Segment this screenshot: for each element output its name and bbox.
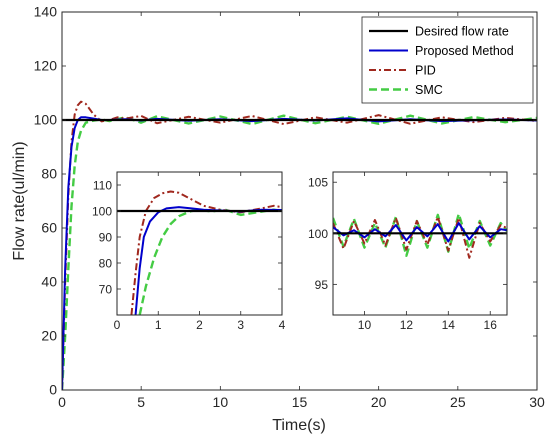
inset-1-x-tick-label: 0 (114, 318, 121, 332)
legend-label-pid: PID (415, 64, 436, 78)
main-x-tick-label: 5 (137, 394, 145, 410)
main-y-tick-label: 100 (34, 112, 58, 128)
main-x-tick-label: 30 (529, 394, 545, 410)
main-x-tick-label: 20 (371, 394, 387, 410)
inset-2-proposed-line (333, 222, 507, 243)
main-y-tick-label: 80 (41, 166, 57, 182)
main-y-tick-label: 0 (49, 382, 57, 398)
inset-2-x-tick-label: 14 (442, 318, 456, 332)
inset-2-y-tick-label: 100 (308, 227, 328, 241)
legend-label-desired: Desired flow rate (415, 25, 509, 39)
inset-1-x-tick-label: 4 (279, 318, 286, 332)
inset-1-x-tick-label: 2 (196, 318, 203, 332)
inset-1-series-group (117, 190, 282, 315)
main-x-tick-label: 15 (292, 394, 308, 410)
inset-1-x-tick-label: 1 (155, 318, 162, 332)
main-smc-line (62, 114, 537, 390)
main-x-tick-label: 0 (58, 394, 66, 410)
main-y-tick-label: 40 (41, 274, 57, 290)
main-y-tick-label: 20 (41, 328, 57, 344)
main-x-tick-label: 10 (213, 394, 229, 410)
inset-1-x-tick-label: 3 (237, 318, 244, 332)
inset-1-y-tick-label: 70 (99, 283, 113, 297)
inset-1-ticks: 0 1 2 3 4 70 80 90 100 110 (92, 172, 286, 332)
inset-2-x-tick-label: 10 (358, 318, 372, 332)
main-y-tick-label: 120 (34, 58, 58, 74)
inset-2-frame (332, 171, 508, 316)
inset-2-x-tick-label: 16 (484, 318, 498, 332)
inset-2-area (333, 172, 507, 315)
inset-1-y-tick-label: 110 (93, 179, 112, 193)
inset-2-y-tick-label: 105 (308, 176, 328, 190)
legend-label-smc: SMC (415, 83, 443, 97)
legend-label-proposed: Proposed Method (415, 44, 514, 58)
inset-2-ticks: 10 12 14 16 95 100 105 (308, 172, 507, 332)
main-y-tick-label: 140 (34, 4, 58, 20)
main-series-group (62, 100, 537, 390)
inset-1-y-tick-label: 100 (92, 205, 112, 219)
legend: Desired flow rate Proposed Method PID SMC (361, 16, 534, 104)
x-axis-label: Time(s) (272, 417, 326, 434)
inset-2-series-group (333, 212, 507, 259)
inset-1-y-tick-label: 90 (99, 231, 113, 245)
inset-2-x-tick-label: 12 (400, 318, 414, 332)
legend-items: Desired flow rate Proposed Method PID SMC (369, 25, 514, 97)
inset-1-y-tick-label: 80 (99, 257, 113, 271)
main-x-tick-label: 25 (450, 394, 466, 410)
inset-1-area (117, 172, 282, 315)
inset-2-y-tick-label: 95 (315, 278, 329, 292)
y-axis-label: Flow rate(ul/min) (11, 141, 28, 260)
main-y-tick-label: 60 (41, 220, 57, 236)
